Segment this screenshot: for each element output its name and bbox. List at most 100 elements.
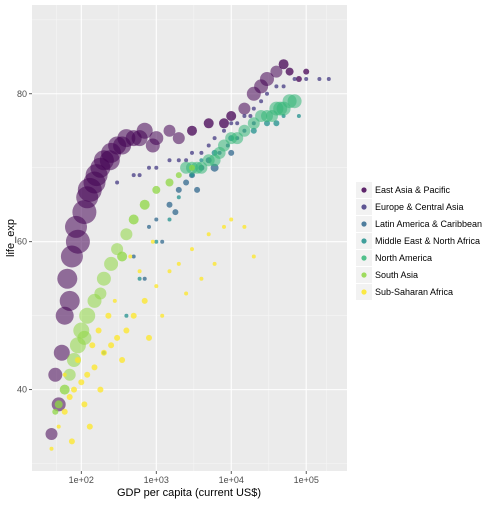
data-point <box>187 125 197 136</box>
y-tick-label: 80 <box>17 89 27 99</box>
data-point <box>95 327 102 334</box>
data-point <box>154 217 159 222</box>
data-point <box>146 334 152 341</box>
data-point <box>120 228 133 241</box>
legend-swatch <box>361 289 367 295</box>
data-point <box>154 239 159 244</box>
data-point <box>260 72 274 86</box>
data-point <box>317 77 322 81</box>
data-point <box>278 59 289 70</box>
data-point <box>114 334 121 341</box>
data-point <box>108 342 115 349</box>
data-point <box>184 291 189 296</box>
data-point <box>165 178 174 187</box>
data-point <box>303 68 310 75</box>
legend-label: Sub-Saharan Africa <box>375 287 453 297</box>
data-point <box>131 130 148 147</box>
data-point <box>250 127 257 134</box>
data-point <box>113 136 132 155</box>
legend-label: East Asia & Pacific <box>375 185 451 195</box>
data-point <box>273 120 280 127</box>
data-point <box>141 297 148 304</box>
data-point <box>137 276 142 281</box>
data-point <box>190 150 194 155</box>
legend-swatch <box>361 238 367 244</box>
data-point <box>142 276 147 281</box>
data-point <box>235 121 240 126</box>
data-point <box>66 394 73 400</box>
data-point <box>222 224 226 229</box>
data-point <box>115 180 120 185</box>
data-point <box>77 330 92 345</box>
x-tick-label: 1e+04 <box>219 475 244 485</box>
data-point <box>131 254 136 259</box>
y-tick-label: 40 <box>17 385 27 395</box>
data-point <box>167 158 172 163</box>
data-point <box>86 423 93 430</box>
data-point <box>100 349 107 356</box>
data-point <box>55 306 74 325</box>
data-point <box>184 158 189 163</box>
data-point <box>296 114 301 118</box>
data-point <box>295 76 302 82</box>
data-point <box>89 342 96 349</box>
data-point <box>176 195 181 200</box>
data-point <box>71 386 77 393</box>
data-point <box>84 371 91 378</box>
data-point <box>79 307 96 324</box>
data-point <box>49 446 54 451</box>
data-point <box>61 408 68 415</box>
series-group <box>49 217 256 451</box>
data-point <box>292 77 297 81</box>
data-point <box>152 185 161 194</box>
legend: East Asia & Pacific Europe & Central Asia… <box>356 182 482 300</box>
data-point <box>176 158 181 163</box>
data-point <box>199 150 204 155</box>
data-point <box>206 232 211 237</box>
data-point <box>199 158 204 163</box>
data-point <box>149 131 164 146</box>
data-point <box>208 154 221 167</box>
legend-label: Middle East & North Africa <box>375 236 480 246</box>
data-point <box>166 201 173 208</box>
legend-swatch <box>361 187 367 193</box>
data-point <box>63 368 76 381</box>
x-tick-label: 1e+02 <box>69 475 94 485</box>
data-point <box>68 438 75 445</box>
data-point <box>274 84 279 89</box>
legend-label: Europe & Central Asia <box>375 202 464 212</box>
series-group <box>115 77 331 185</box>
data-point <box>119 357 126 363</box>
data-point <box>54 400 63 409</box>
legend-swatch <box>361 221 367 227</box>
series-group <box>45 59 310 440</box>
axes: 1e+02 1e+03 1e+04 1e+05 40 60 80 <box>17 89 319 485</box>
y-tick-label: 60 <box>17 237 27 247</box>
data-point <box>97 386 104 393</box>
data-point <box>259 99 264 104</box>
data-point <box>242 224 247 229</box>
data-point <box>123 327 130 334</box>
data-point <box>251 106 256 111</box>
data-point <box>53 344 70 361</box>
data-point <box>203 118 214 129</box>
data-point <box>150 239 155 244</box>
data-point <box>172 209 179 216</box>
data-point <box>56 424 61 429</box>
data-point <box>160 313 165 318</box>
series-group <box>52 164 195 415</box>
data-point <box>48 367 63 382</box>
x-axis-title: GDP per capita (current US$) <box>117 487 261 499</box>
data-point <box>74 357 81 363</box>
data-point <box>265 91 269 96</box>
data-point <box>229 217 234 222</box>
data-point <box>137 269 142 274</box>
data-point <box>212 261 217 266</box>
data-point <box>212 136 217 141</box>
series-group <box>180 94 302 174</box>
data-point <box>248 114 253 118</box>
data-point <box>270 65 283 78</box>
data-point <box>326 77 331 81</box>
legend-swatch <box>361 255 367 261</box>
